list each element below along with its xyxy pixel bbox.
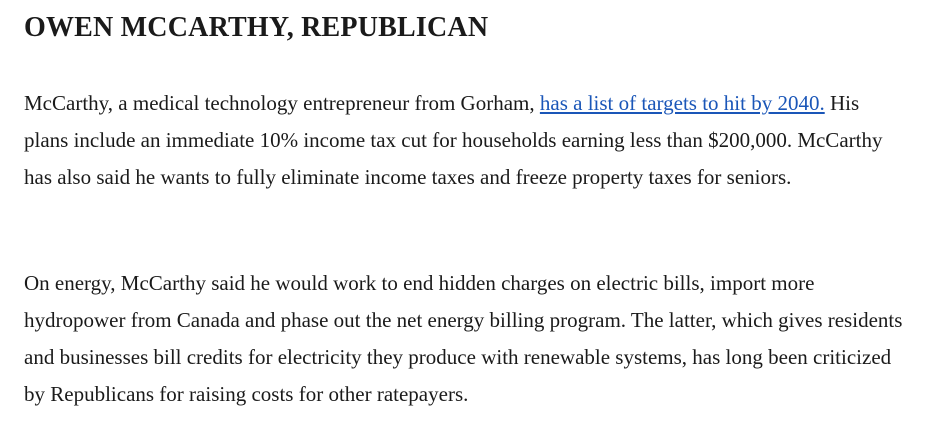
text: His plans include an immediate 10% incom… [24,91,883,189]
text: McCarthy, a medical technology entrepren… [24,91,540,115]
targets-link[interactable]: has a list of targets to hit by 2040. [539,91,825,115]
section-heading: OWEN MCCARTHY, REPUBLICAN [24,12,489,43]
paragraph: On energy, McCarthy said he would work t… [24,271,903,406]
paragraph: McCarthy, a medical technology entrepren… [24,85,904,196]
